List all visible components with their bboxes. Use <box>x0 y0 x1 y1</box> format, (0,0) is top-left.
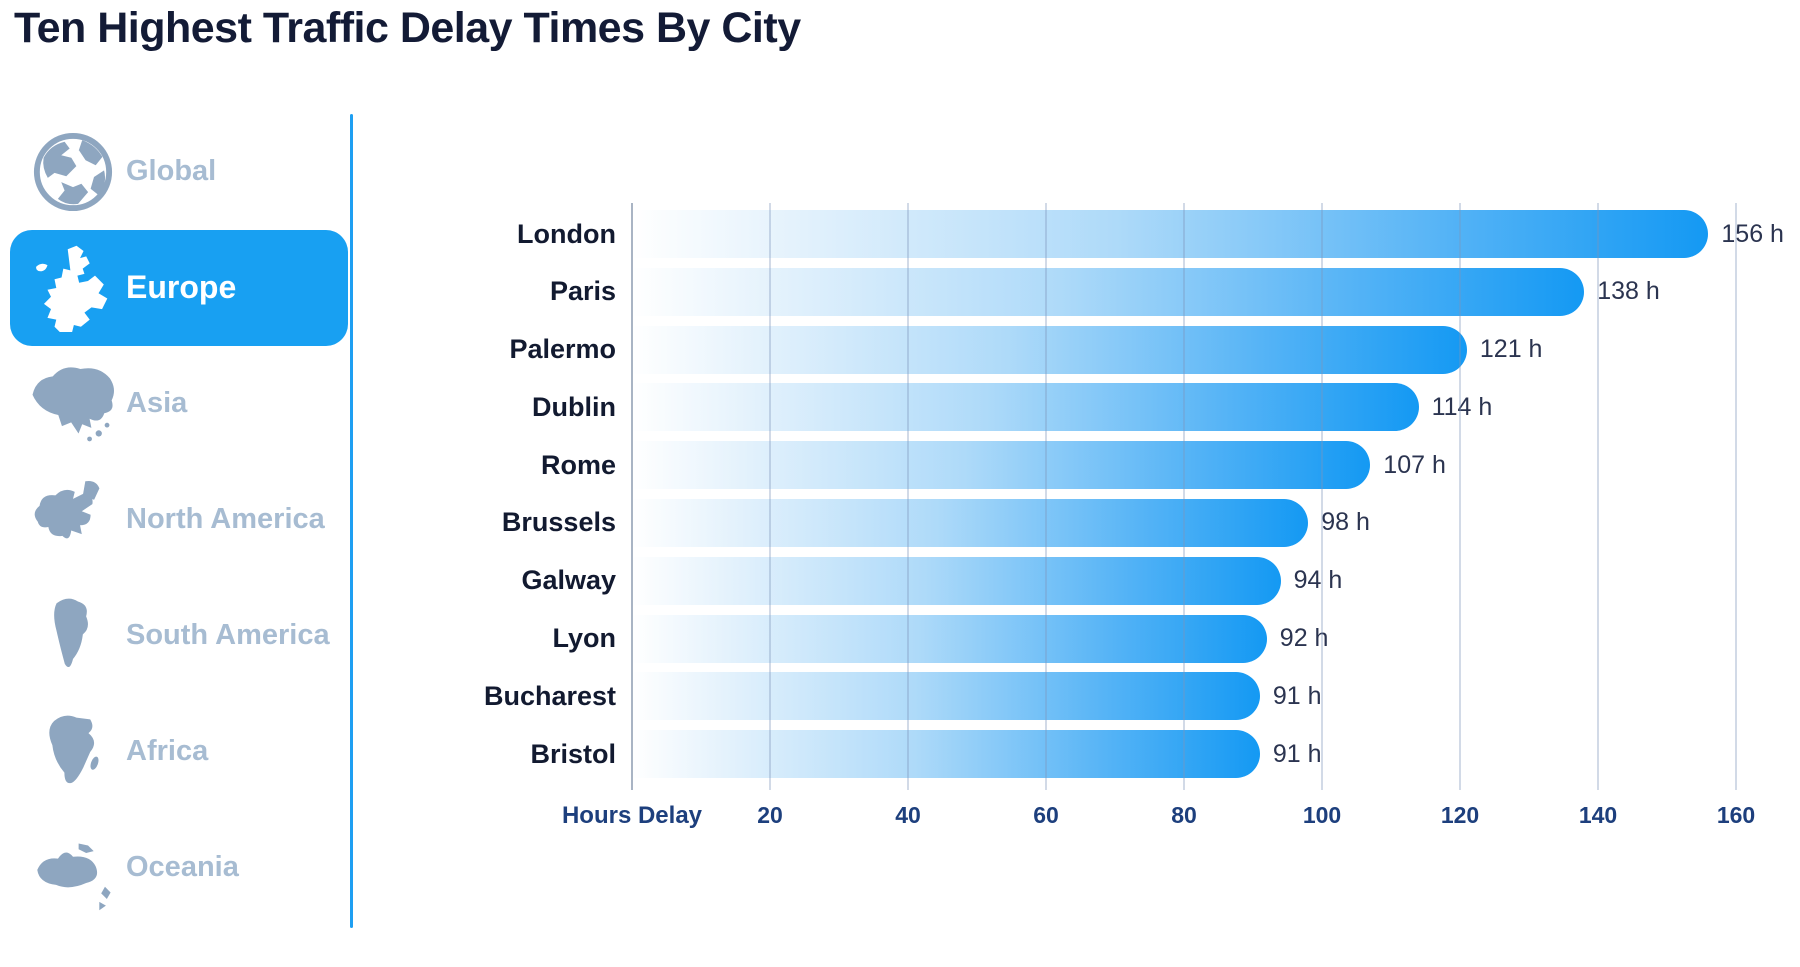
sidebar-item-oceania[interactable]: Oceania <box>10 810 348 926</box>
bar-row-dublin: Dublin 114 h <box>446 383 1784 432</box>
bar <box>632 672 1260 721</box>
category-label: Paris <box>549 276 616 307</box>
value-label: 91 h <box>1272 739 1322 768</box>
x-tick-100: 100 <box>1302 802 1342 828</box>
value-label: 107 h <box>1383 450 1446 479</box>
bar-row-bristol: Bristol 91 h <box>446 730 1784 779</box>
value-label: 156 h <box>1721 219 1784 248</box>
oceania-map-icon <box>20 821 126 915</box>
bar-row-rome: Rome 107 h <box>446 441 1784 490</box>
category-label: London <box>517 218 616 249</box>
south-america-map-icon <box>20 595 126 677</box>
bar-row-paris: Paris 138 h <box>446 267 1784 316</box>
category-label: Galway <box>521 565 616 596</box>
europe-map-icon <box>20 244 126 332</box>
category-label: Lyon <box>552 623 617 654</box>
bar <box>632 325 1467 374</box>
page-title: Ten Highest Traffic Delay Times By City <box>14 4 801 52</box>
sidebar-item-label: South America <box>126 619 330 652</box>
sidebar-item-label: Global <box>126 155 217 188</box>
value-label: 138 h <box>1597 277 1660 306</box>
x-tick-40: 40 <box>895 802 921 828</box>
sidebar-item-label: Oceania <box>126 851 239 884</box>
bar <box>632 556 1281 605</box>
x-tick-160: 160 <box>1716 802 1756 828</box>
bar <box>632 267 1585 316</box>
x-tick-140: 140 <box>1578 802 1618 828</box>
bar <box>632 210 1709 258</box>
sidebar-item-africa[interactable]: Africa <box>10 694 348 810</box>
bar-row-palermo: Palermo 121 h <box>446 325 1784 374</box>
bar <box>632 441 1371 490</box>
value-label: 92 h <box>1279 624 1329 653</box>
value-label: 94 h <box>1293 566 1343 595</box>
sidebar-item-asia[interactable]: Asia <box>10 346 348 462</box>
bar-row-london: London 156 h <box>446 210 1784 258</box>
africa-map-icon <box>20 709 126 795</box>
chart-rows: London 156 h Paris 138 h Palermo 121 h Dublin 1… <box>446 210 1784 788</box>
category-label: Bristol <box>530 738 616 769</box>
sidebar-item-label: Africa <box>126 735 209 768</box>
category-label: Brussels <box>501 507 616 538</box>
north-america-map-icon <box>20 476 126 564</box>
bar <box>632 498 1309 547</box>
value-label: 121 h <box>1479 335 1543 364</box>
sidebar-item-south-america[interactable]: South America <box>10 578 348 694</box>
x-axis-label: Hours Delay <box>561 802 703 829</box>
asia-map-icon <box>20 358 126 450</box>
bar-row-lyon: Lyon 92 h <box>446 614 1784 663</box>
category-label: Rome <box>540 449 616 480</box>
category-label: Palermo <box>509 334 616 365</box>
bar-row-galway: Galway 94 h <box>446 556 1784 605</box>
sidebar-item-label: Asia <box>126 387 188 420</box>
bar-row-bucharest: Bucharest 91 h <box>446 672 1784 721</box>
sidebar-item-europe[interactable]: Europe <box>10 230 348 346</box>
x-tick-60: 60 <box>1033 802 1059 828</box>
bar-row-brussels: Brussels 98 h <box>446 498 1784 547</box>
value-label: 98 h <box>1321 508 1370 537</box>
sidebar-item-global[interactable]: Global <box>10 114 348 230</box>
category-label: Dublin <box>532 391 616 422</box>
value-label: 114 h <box>1431 392 1493 421</box>
sidebar-separator <box>350 114 353 928</box>
bar <box>632 730 1260 779</box>
category-label: Bucharest <box>483 680 616 711</box>
x-tick-80: 80 <box>1171 802 1197 828</box>
sidebar-item-north-america[interactable]: North America <box>10 462 348 578</box>
value-label: 91 h <box>1272 681 1322 710</box>
bar <box>632 614 1267 663</box>
globe-icon <box>20 130 126 214</box>
sidebar-item-label: North America <box>126 503 325 536</box>
sidebar-item-label: Europe <box>126 269 237 306</box>
bar <box>632 383 1419 432</box>
region-sidebar: Global Europe Asia North America South Ameri… <box>10 114 348 926</box>
x-tick-20: 20 <box>757 802 783 828</box>
x-tick-120: 120 <box>1440 802 1480 828</box>
